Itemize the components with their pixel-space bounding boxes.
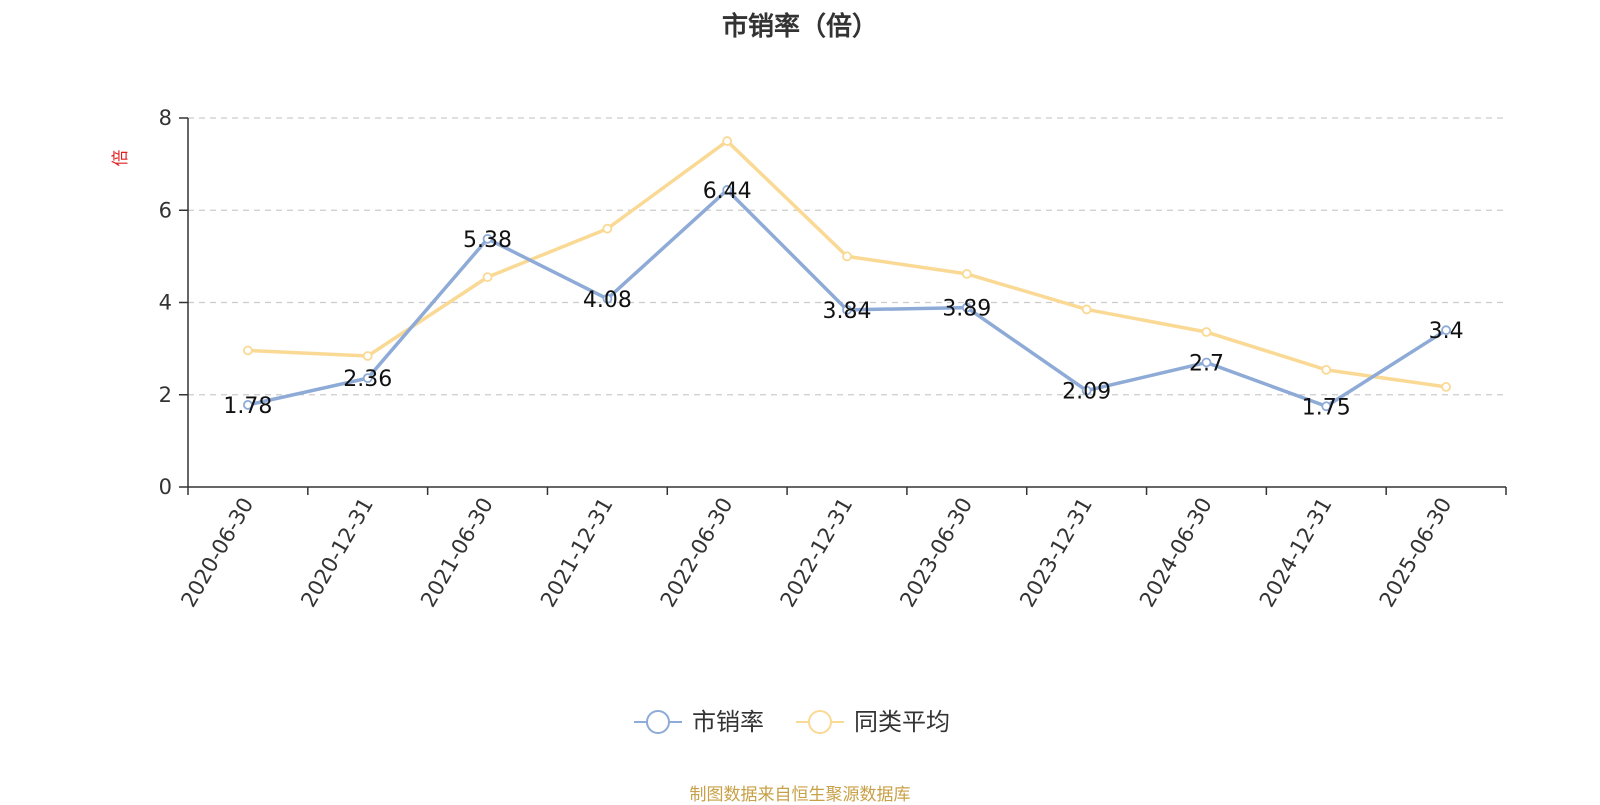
x-tick-label: 2024-06-30 xyxy=(1135,494,1217,612)
axes: 0 2 4 6 8 倍 2020-06-30 2020-12-31 2021-06-30 2021… xyxy=(111,106,1507,612)
data-label: 3.84 xyxy=(823,299,872,324)
data-point xyxy=(482,233,493,244)
data-point xyxy=(602,293,613,304)
x-tick-label: 2021-12-31 xyxy=(536,494,618,612)
data-point xyxy=(1081,304,1092,315)
x-tick-label: 2020-06-30 xyxy=(176,494,258,612)
data-point xyxy=(722,185,733,195)
data-point xyxy=(602,223,613,234)
y-tick-label: 6 xyxy=(159,198,172,222)
data-point xyxy=(243,345,253,356)
data-point xyxy=(1321,364,1332,375)
data-label: 2.7 xyxy=(1189,351,1224,376)
data-point xyxy=(1441,382,1451,392)
y-tick-label: 2 xyxy=(159,383,172,407)
y-tick-label: 8 xyxy=(159,106,172,130)
data-point xyxy=(1201,327,1212,337)
data-label: 1.78 xyxy=(223,394,272,419)
x-tick-label: 2020-12-31 xyxy=(296,494,378,612)
data-point xyxy=(1441,325,1451,336)
data-point xyxy=(722,136,733,146)
data-label: 4.08 xyxy=(583,288,632,313)
legend-label: 同类平均 xyxy=(854,708,950,736)
series-lines xyxy=(243,136,1451,412)
x-tick-label: 2023-12-31 xyxy=(1015,494,1097,612)
data-labels: 1.78 2.36 5.38 4.08 6.44 3.84 3.89 2.09 2.7 1.75 3… xyxy=(223,179,1463,420)
data-point xyxy=(1321,401,1332,412)
y-tick-label: 4 xyxy=(159,291,172,315)
x-tick-label: 2023-06-30 xyxy=(895,494,977,612)
data-point xyxy=(1081,385,1092,396)
x-tick-label: 2025-06-30 xyxy=(1375,494,1457,612)
y-tick-label: 0 xyxy=(159,475,172,499)
data-label: 3.4 xyxy=(1429,319,1464,344)
data-label: 1.75 xyxy=(1302,395,1351,420)
legend-label: 市销率 xyxy=(692,708,764,736)
data-point xyxy=(362,373,373,384)
data-point xyxy=(1201,357,1212,368)
data-point xyxy=(961,302,972,313)
legend-marker-icon xyxy=(646,710,670,734)
x-tick-label: 2022-12-31 xyxy=(776,494,858,612)
chart-title: 市销率（倍） xyxy=(721,12,878,42)
data-label: 3.89 xyxy=(942,297,991,322)
x-tick-label: 2021-06-30 xyxy=(416,494,498,612)
series-line xyxy=(247,139,1447,389)
data-label: 5.38 xyxy=(463,228,512,253)
data-point xyxy=(842,251,852,262)
legend-marker-icon xyxy=(808,710,832,734)
x-tick-label: 2022-06-30 xyxy=(656,494,738,612)
data-label: 6.44 xyxy=(703,179,752,204)
x-tick-label: 2024-12-31 xyxy=(1255,494,1337,612)
data-label: 2.09 xyxy=(1062,380,1111,405)
legend[interactable]: 市销率 同类平均 xyxy=(634,708,950,736)
y-axis-label: 倍 xyxy=(111,150,131,167)
data-point xyxy=(842,304,852,315)
data-point xyxy=(362,351,373,361)
data-point xyxy=(961,269,972,279)
data-source-note: 制图数据来自恒生聚源数据库 xyxy=(689,785,911,805)
data-label: 2.36 xyxy=(343,367,392,392)
data-point xyxy=(243,399,253,410)
data-point xyxy=(482,272,493,283)
